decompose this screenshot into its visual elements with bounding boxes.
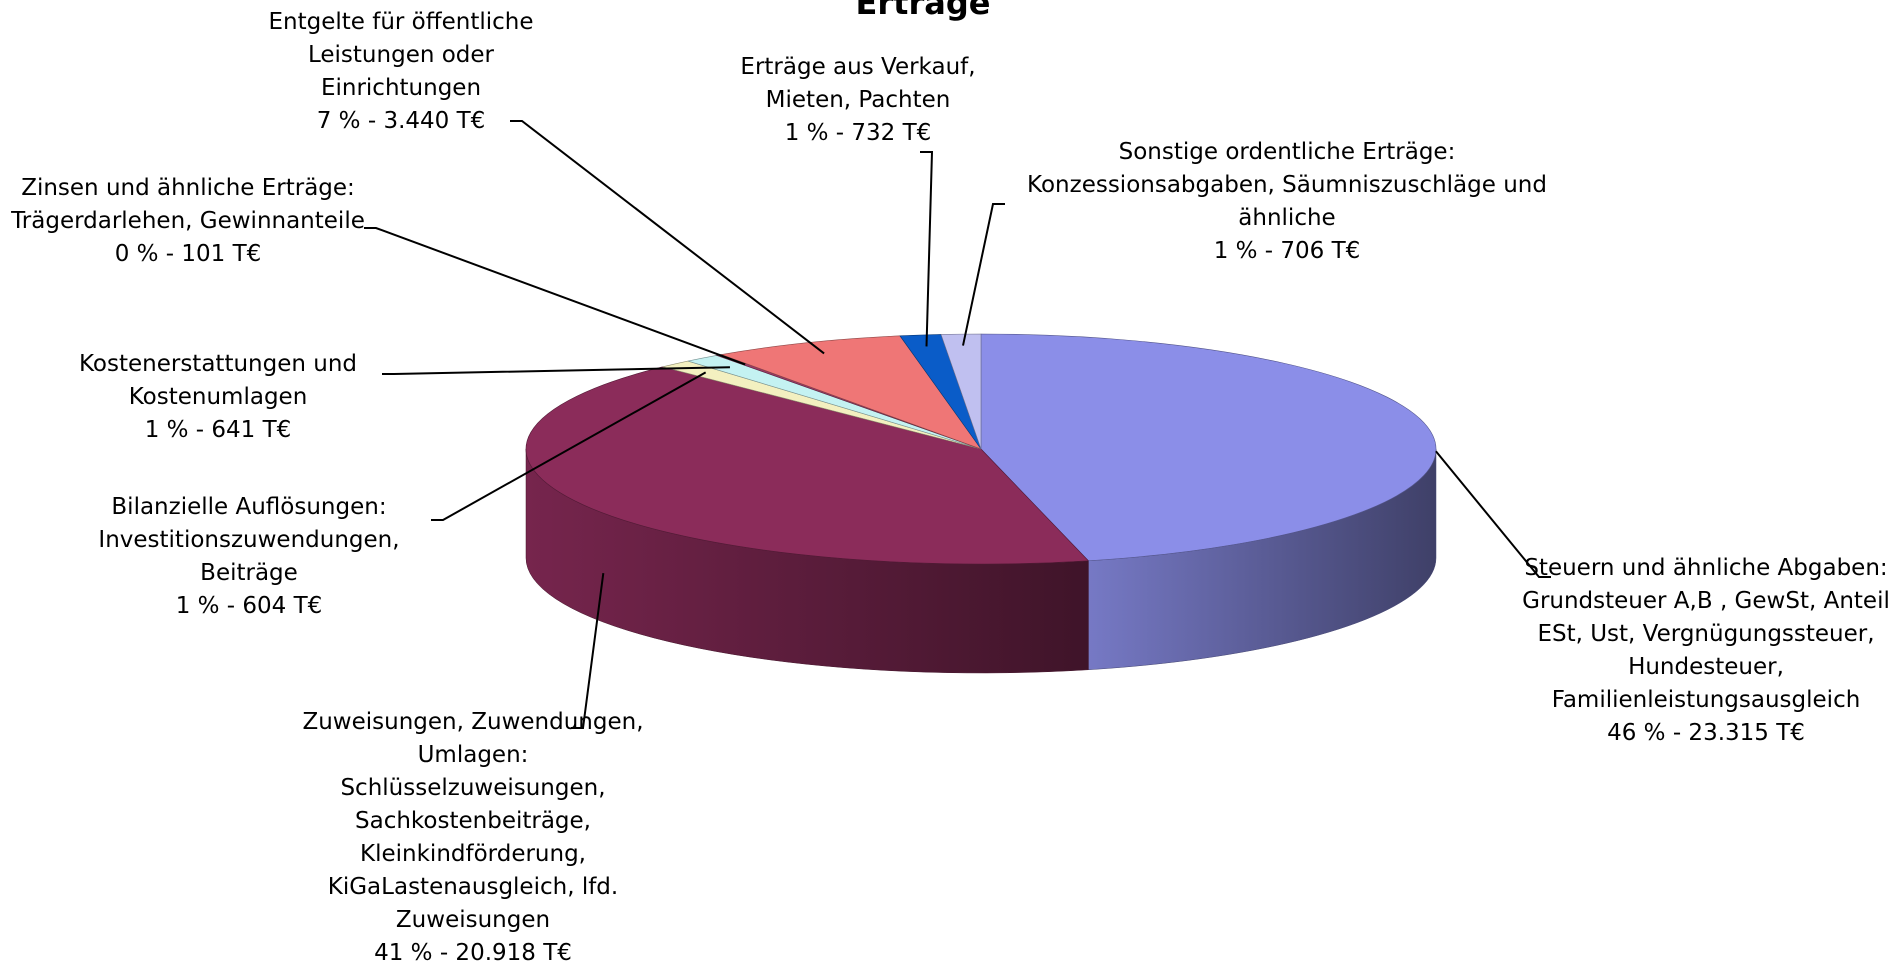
slice xyxy=(720,335,982,450)
leader-line xyxy=(364,227,746,366)
value-label: 1 % - 706 T€ xyxy=(1213,238,1361,264)
category-label: Steuern und ähnliche Abgaben: Grundsteue… xyxy=(1522,555,1890,713)
slice-label: Entgelte für öffentliche Leistungen oder… xyxy=(236,6,566,138)
value-label: 7 % - 3.440 T€ xyxy=(316,108,486,134)
leader-line xyxy=(431,371,707,521)
value-label: 1 % - 732 T€ xyxy=(784,120,932,146)
leader-line xyxy=(920,151,934,347)
category-label: Zuweisungen, Zuwendungen, Umlagen: Schlü… xyxy=(302,709,644,933)
category-label: Erträge aus Verkauf, Mieten, Pachten xyxy=(740,54,976,113)
slice-label: Sonstige ordentliche Erträge: Konzession… xyxy=(1007,136,1567,268)
value-label: 41 % - 20.918 T€ xyxy=(374,940,572,961)
slice-label: Zinsen und ähnliche Erträge: Trägerdarle… xyxy=(3,172,373,271)
slice xyxy=(980,333,1437,562)
value-label: 1 % - 641 T€ xyxy=(144,417,292,443)
category-label: Bilanzielle Auflösungen: Investitionszuw… xyxy=(98,494,400,586)
slice xyxy=(525,366,1090,565)
leader-line xyxy=(571,572,605,729)
category-label: Entgelte für öffentliche Leistungen oder… xyxy=(268,9,534,101)
leader-line xyxy=(1435,450,1551,578)
slice-label: Kostenerstattungen und Kostenumlagen 1 % … xyxy=(43,348,393,447)
slice-label: Erträge aus Verkauf, Mieten, Pachten 1 % … xyxy=(708,51,1008,150)
chart-title: Erträge xyxy=(855,0,991,22)
leader-line xyxy=(962,203,1005,346)
category-label: Kostenerstattungen und Kostenumlagen xyxy=(78,351,358,410)
slice xyxy=(940,333,982,450)
category-label: Zinsen und ähnliche Erträge: Trägerdarle… xyxy=(11,175,365,234)
leader-line xyxy=(382,366,730,375)
slice-label: Bilanzielle Auflösungen: Investitionszuw… xyxy=(64,491,434,623)
category-label: Sonstige ordentliche Erträge: Konzession… xyxy=(1027,139,1547,231)
value-label: 0 % - 101 T€ xyxy=(114,241,262,267)
slice-label: Steuern und ähnliche Abgaben: Grundsteue… xyxy=(1516,552,1894,750)
value-label: 1 % - 604 T€ xyxy=(175,593,323,619)
leader-line xyxy=(510,120,825,355)
slice-label: Zuweisungen, Zuwendungen, Umlagen: Schlü… xyxy=(298,706,648,961)
value-label: 46 % - 23.315 T€ xyxy=(1607,720,1805,746)
